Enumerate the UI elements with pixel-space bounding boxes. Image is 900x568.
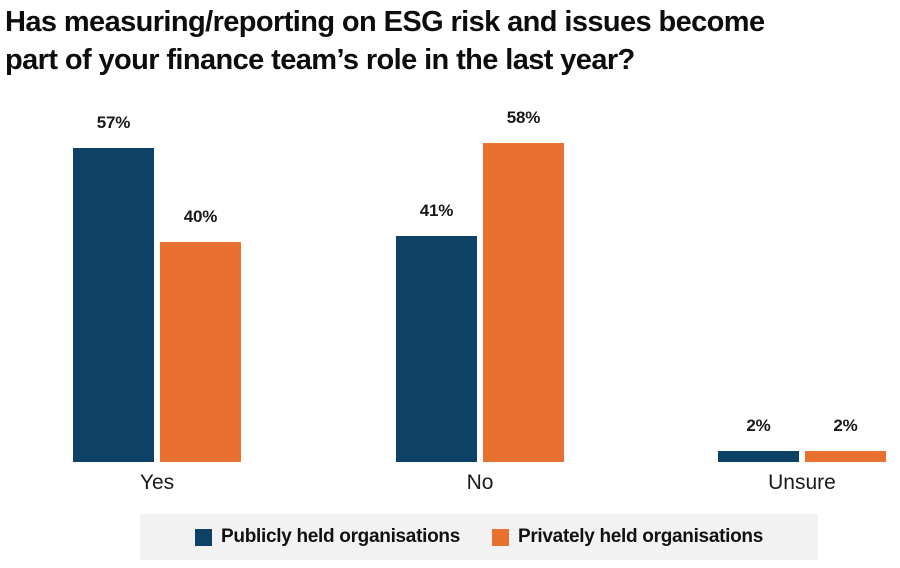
- bar-no-series-0: [396, 236, 477, 462]
- bar-no-series-1: [483, 143, 564, 462]
- value-label-no-series-1: 58%: [506, 108, 541, 127]
- legend-item-publicly-held: Publicly held organisations: [195, 526, 460, 548]
- bar-yes-series-0: [73, 148, 154, 462]
- value-label-yes-series-0: 57%: [96, 113, 131, 132]
- bar-unsure-series-1: [805, 451, 886, 462]
- value-label-no-series-0: 41%: [419, 201, 454, 220]
- legend-label-publicly-held: Publicly held organisations: [221, 526, 460, 547]
- value-label-yes-series-1: 40%: [183, 207, 218, 226]
- legend-label-privately-held: Privately held organisations: [517, 526, 763, 547]
- category-label-unsure: Unsure: [768, 471, 836, 494]
- chart-title-line-2: part of your finance team’s role in the …: [5, 44, 635, 76]
- category-label-no: No: [466, 471, 494, 494]
- privately-held-swatch-icon: [491, 528, 509, 546]
- legend-item-privately-held: Privately held organisations: [491, 526, 763, 548]
- bar-unsure-series-0: [718, 451, 799, 462]
- value-label-unsure-series-1: 2%: [833, 416, 858, 435]
- chart-title-line-1: Has measuring/reporting on ESG risk and …: [5, 6, 765, 38]
- bar-yes-series-1: [160, 242, 241, 462]
- legend: Publicly held organisations Privately he…: [140, 514, 818, 560]
- chart-title: Has measuring/reporting on ESG risk and …: [5, 3, 765, 79]
- value-label-unsure-series-0: 2%: [746, 416, 771, 435]
- publicly-held-swatch-icon: [195, 528, 213, 546]
- category-label-yes: Yes: [139, 471, 175, 494]
